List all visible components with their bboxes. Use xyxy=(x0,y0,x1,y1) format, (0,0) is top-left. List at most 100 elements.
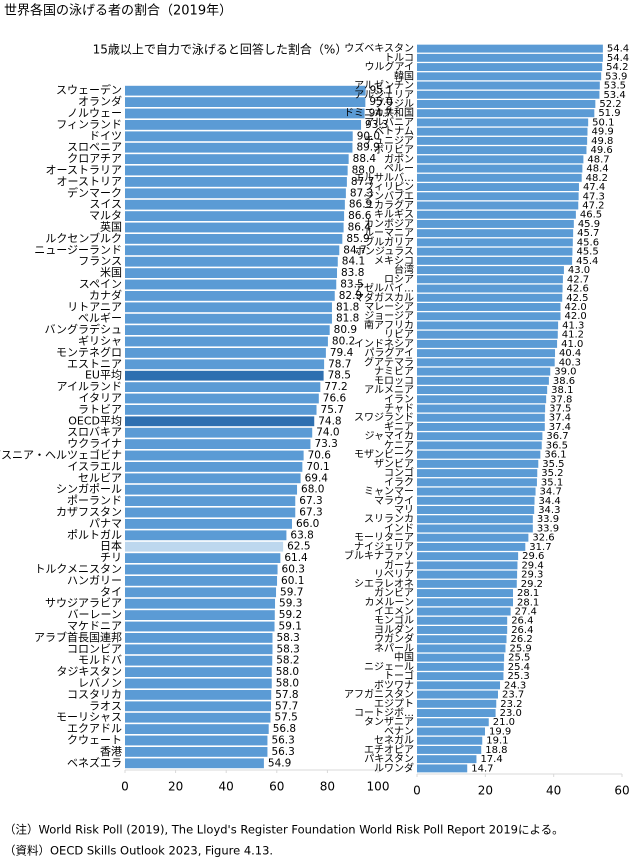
bar xyxy=(125,598,276,609)
bar xyxy=(417,173,582,182)
bar xyxy=(417,699,497,708)
bar xyxy=(125,382,321,393)
value-label: 86.4 xyxy=(348,222,372,234)
value-label: 59.1 xyxy=(279,621,302,633)
value-label: 57.5 xyxy=(274,712,297,724)
bar xyxy=(125,644,273,655)
bar xyxy=(417,109,595,118)
value-label: 37.4 xyxy=(549,413,571,424)
x-tick-label: 0 xyxy=(413,784,421,798)
category-label: ホンジュラス xyxy=(355,246,414,258)
category-label: ブルガリア xyxy=(364,235,414,248)
category-label: ニュージーランド xyxy=(34,243,122,256)
bar xyxy=(417,44,603,53)
bar xyxy=(417,579,517,588)
bar xyxy=(417,155,584,164)
bar xyxy=(125,553,281,564)
bar xyxy=(417,690,498,699)
value-label: 29.3 xyxy=(521,570,543,581)
value-label: 54.4 xyxy=(607,44,629,55)
category-label: ナミビア xyxy=(374,366,414,378)
bar xyxy=(125,746,268,757)
category-label: チャド xyxy=(384,403,414,415)
bar xyxy=(417,201,579,210)
bar xyxy=(417,635,507,644)
bar xyxy=(125,507,296,518)
bar xyxy=(417,496,535,505)
value-label: 70.6 xyxy=(308,450,332,462)
category-label: ルワンダ xyxy=(374,761,414,774)
category-label: EU平均 xyxy=(85,369,122,382)
category-label: オーストリア xyxy=(57,175,122,188)
value-label: 41.2 xyxy=(562,330,584,341)
category-label: ガンビア xyxy=(374,587,414,599)
value-label: 36.5 xyxy=(546,440,568,451)
category-label: セルビア xyxy=(78,471,122,484)
category-label: メキシコ xyxy=(374,256,414,267)
category-label: モーリシャス xyxy=(56,711,122,724)
bar xyxy=(125,416,315,427)
category-label: インド xyxy=(384,523,414,534)
bar xyxy=(125,279,337,290)
value-label: 35.2 xyxy=(541,468,563,479)
bar xyxy=(417,506,535,514)
bar xyxy=(125,735,268,746)
value-label: 37.5 xyxy=(549,404,571,415)
value-label: 48.4 xyxy=(586,164,608,175)
value-label: 24.3 xyxy=(504,680,526,691)
category-label: シンガポール xyxy=(56,483,122,496)
value-label: 58.3 xyxy=(276,632,299,644)
bar xyxy=(417,247,573,256)
value-label: 25.4 xyxy=(508,662,530,673)
x-tick-label: 40 xyxy=(219,780,234,794)
value-label: 66.0 xyxy=(296,518,319,530)
value-label: 74.0 xyxy=(316,427,339,439)
category-label: チュニジア xyxy=(364,135,414,147)
x-tick-label: 80 xyxy=(320,780,335,794)
category-label: 米国 xyxy=(100,266,122,279)
category-label: フランス xyxy=(78,255,122,268)
value-label: 50.1 xyxy=(592,117,614,128)
category-label: イスラエル xyxy=(67,460,122,473)
value-label: 34.3 xyxy=(538,505,560,516)
bar xyxy=(417,681,501,690)
value-label: 53.5 xyxy=(604,81,626,92)
value-label: 56.3 xyxy=(271,746,294,758)
bar xyxy=(125,632,273,643)
note: （注）World Risk Poll (2019), The Lloyd's R… xyxy=(4,823,564,837)
value-label: 26.4 xyxy=(511,625,533,636)
value-label: 42.7 xyxy=(567,274,589,285)
category-label: アルゼンチン xyxy=(354,80,414,92)
bar xyxy=(417,284,563,293)
bar xyxy=(125,85,366,96)
category-label: ボツワナ xyxy=(374,679,414,691)
category-label: ブルキナファソ xyxy=(344,549,414,562)
category-label: OECD平均 xyxy=(68,414,122,427)
category-label: タンザニア xyxy=(364,716,414,728)
category-label: ジョージア xyxy=(364,311,414,322)
value-label: 81.8 xyxy=(336,301,359,313)
category-label: ネパール xyxy=(374,642,414,654)
bar xyxy=(417,616,508,625)
value-label: 60.3 xyxy=(282,564,305,576)
value-label: 60.1 xyxy=(281,575,304,587)
x-tick-label: 100 xyxy=(367,780,390,794)
value-label: 79.4 xyxy=(330,347,354,359)
bar xyxy=(417,127,588,136)
bar xyxy=(125,541,284,552)
bar xyxy=(417,266,564,275)
bar xyxy=(417,607,511,616)
bar xyxy=(125,712,271,723)
value-label: 88.4 xyxy=(353,153,377,165)
bar xyxy=(125,176,347,187)
bar xyxy=(417,515,533,524)
category-label: ハンガリー xyxy=(67,574,122,587)
bar xyxy=(417,662,504,671)
category-label: コンゴ xyxy=(384,466,414,479)
value-label: 86.9 xyxy=(349,199,372,211)
category-label: トーゴ xyxy=(384,669,414,682)
category-label: コロンビア xyxy=(67,642,122,655)
bar xyxy=(125,302,332,313)
